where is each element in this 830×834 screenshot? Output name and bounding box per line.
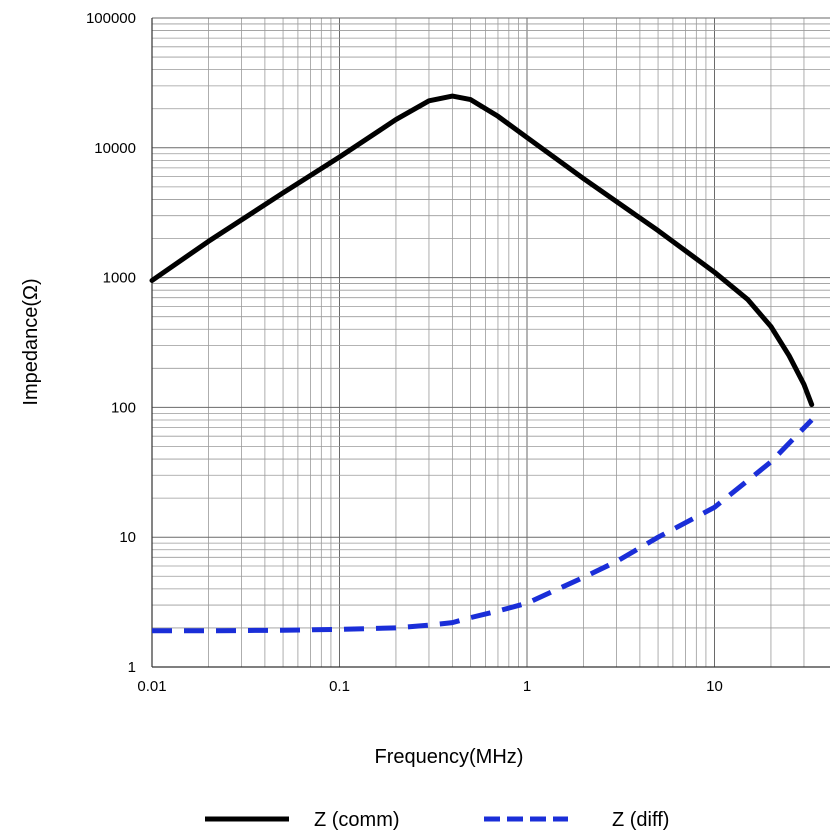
series-line-z-diff	[152, 418, 814, 634]
series-lines	[149, 93, 815, 634]
series-line-z-comm	[149, 93, 815, 408]
y-tick-label: 10000	[94, 140, 136, 157]
x-tick-label: 0.01	[137, 678, 166, 695]
x-axis-label: Frequency(MHz)	[375, 746, 524, 768]
legend-label: Z (diff)	[612, 809, 669, 831]
y-axis-label: Impedance(Ω)	[20, 278, 42, 405]
x-tick-labels: 0.01 0.1 1 10	[137, 678, 722, 695]
y-tick-label: 100	[111, 399, 136, 416]
x-tick-label: 0.1	[329, 678, 350, 695]
y-tick-label: 100000	[86, 10, 136, 27]
y-tick-label: 1	[128, 659, 136, 676]
legend: Z (comm) Z (diff)	[205, 809, 669, 831]
x-tick-label: 1	[523, 678, 531, 695]
x-tick-label: 10	[706, 678, 723, 695]
legend-label: Z (comm)	[314, 809, 400, 831]
y-tick-labels: 100000 10000 1000 100 10 1	[86, 10, 136, 676]
y-tick-label: 10	[119, 529, 136, 546]
grid	[151, 17, 830, 668]
y-tick-label: 1000	[103, 270, 136, 287]
